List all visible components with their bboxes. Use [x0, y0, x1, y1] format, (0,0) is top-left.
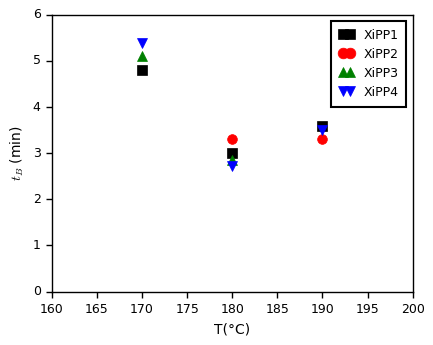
Line: XiPP2: XiPP2: [227, 135, 327, 144]
Line: XiPP3: XiPP3: [137, 51, 237, 165]
Line: XiPP4: XiPP4: [137, 39, 327, 171]
XiPP3: [229, 158, 235, 162]
XiPP4: [320, 128, 325, 132]
Legend: XiPP1, XiPP2, XiPP3, XiPP4: XiPP1, XiPP2, XiPP3, XiPP4: [332, 21, 407, 107]
XiPP1: [139, 68, 145, 72]
XiPP2: [229, 137, 235, 141]
XiPP1: [320, 124, 325, 128]
XiPP3: [139, 54, 145, 58]
XiPP2: [320, 137, 325, 141]
Y-axis label: $t_{B}$ (min): $t_{B}$ (min): [8, 126, 26, 181]
XiPP1: [229, 151, 235, 155]
X-axis label: T(°C): T(°C): [214, 323, 250, 337]
Line: XiPP1: XiPP1: [137, 65, 327, 158]
XiPP4: [139, 41, 145, 46]
XiPP4: [229, 164, 235, 168]
